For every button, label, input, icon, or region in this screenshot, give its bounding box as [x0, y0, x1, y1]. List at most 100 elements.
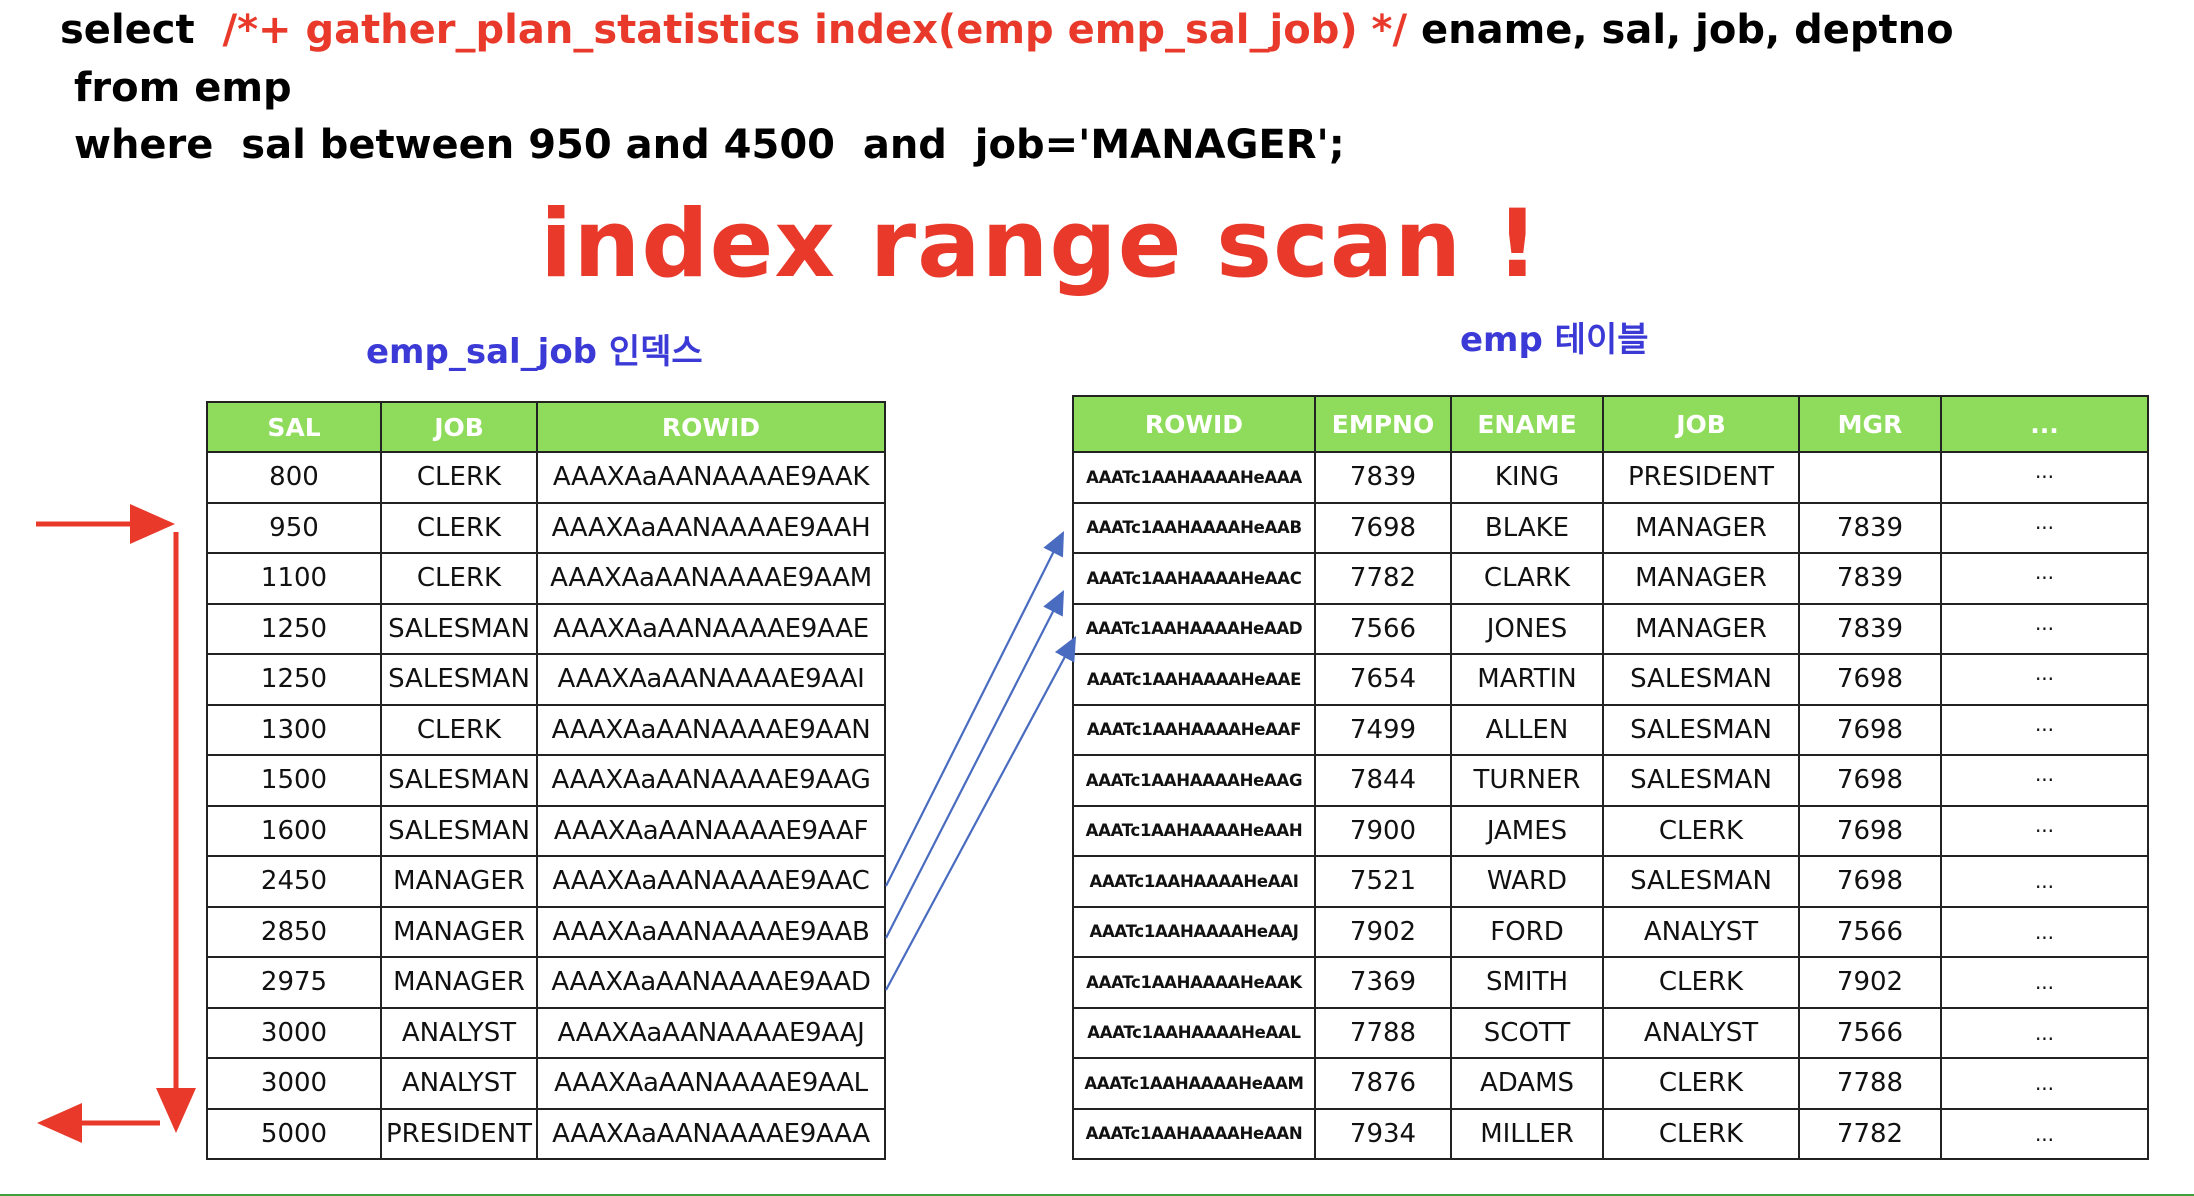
emp-table-cell: ···: [1940, 602, 2149, 655]
index-table-cell: AAAXAaAANAAAAE9AAF: [536, 804, 886, 857]
emp-table-cell: ...: [1940, 1006, 2149, 1059]
index-table-cell: AAAXAaAANAAAAE9AAG: [536, 754, 886, 807]
index-table-cell: 1250: [206, 653, 382, 706]
table-row: 2850 MANAGER AAAXAaAANAAAAE9AAB: [206, 905, 886, 958]
emp-table-cell: 7698: [1798, 754, 1942, 807]
emp-table-cell: 7788: [1798, 1057, 1942, 1110]
index-table-cell: 1300: [206, 703, 382, 756]
sql-line-where: where sal between 950 and 4500 and job='…: [74, 122, 1345, 168]
table-row: 1500 SALESMAN AAAXAaAANAAAAE9AAG: [206, 754, 886, 807]
sql-line-select: select /*+ gather_plan_statistics index(…: [60, 2, 1954, 58]
emp-table-cell: 7654: [1314, 653, 1452, 706]
table-row: 3000 ANALYST AAAXAaAANAAAAE9AAJ: [206, 1006, 886, 1059]
index-table-cell: SALESMAN: [380, 754, 538, 807]
emp-table-cell: 7566: [1314, 602, 1452, 655]
table-row: AAATc1AAHAAAAHeAAN 7934 MILLER CLERK 7782...: [1072, 1107, 2149, 1160]
index-table-cell: 2975: [206, 956, 382, 1009]
rowid-link-aab: [885, 590, 1065, 939]
emp-table-cell: AAATc1AAHAAAAHeAAG: [1072, 754, 1316, 807]
sql-select-keyword: select: [60, 7, 223, 53]
emp-table-cell: 7698: [1798, 653, 1942, 706]
emp-table-cell: [1798, 451, 1942, 504]
table-row: 1300 CLERK AAAXAaAANAAAAE9AAN: [206, 703, 886, 756]
emp-table-cell: 7934: [1314, 1107, 1452, 1160]
emp-table-cell: ···: [1940, 754, 2149, 807]
emp-table-cell: TURNER: [1450, 754, 1604, 807]
table-row: AAATc1AAHAAAAHeAAH 7900 JAMES CLERK 7698 ···: [1072, 804, 2149, 857]
emp-table-cell: 7902: [1798, 956, 1942, 1009]
index-table-cell: 800: [206, 451, 382, 504]
emp-table-body: AAATc1AAHAAAAHeAAA 7839 KING PRESIDENT ··· AA…: [1072, 451, 2149, 1160]
emp-table-cell: JONES: [1450, 602, 1604, 655]
emp-table-cell: CLARK: [1450, 552, 1604, 605]
index-table-cell: AAAXAaAANAAAAE9AAA: [536, 1107, 886, 1160]
index-table-cell: ANALYST: [380, 1057, 538, 1110]
emp-table-cell: ···: [1940, 501, 2149, 554]
emp-table-cell: 7698: [1798, 703, 1942, 756]
index-table-cell: AAAXAaAANAAAAE9AAB: [536, 905, 886, 958]
emp-table-cell: CLERK: [1602, 1057, 1800, 1110]
emp-table-cell: 7521: [1314, 855, 1452, 908]
emp-table-cell: SALESMAN: [1602, 703, 1800, 756]
table-row: AAATc1AAHAAAAHeAAB 7698 BLAKE MANAGER 7839 ··…: [1072, 501, 2149, 554]
emp-table-cell: AAATc1AAHAAAAHeAAF: [1072, 703, 1316, 756]
emp-table-cell: 7788: [1314, 1006, 1452, 1059]
index-table-cell: AAAXAaAANAAAAE9AAE: [536, 602, 886, 655]
emp-table-cell: AAATc1AAHAAAAHeAAC: [1072, 552, 1316, 605]
emp-table-cell: AAATc1AAHAAAAHeAAB: [1072, 501, 1316, 554]
index-table-header-row: SAL JOB ROWID: [206, 401, 886, 453]
emp-table-cell: 7839: [1314, 451, 1452, 504]
emp-table-cell: CLERK: [1602, 1107, 1800, 1160]
index-table-cell: PRESIDENT: [380, 1107, 538, 1160]
sql-optimizer-hint: /*+ gather_plan_statistics index(emp emp…: [222, 7, 1408, 53]
index-table-body: 800 CLERK AAAXAaAANAAAAE9AAK 950 CLERK AAAXAa…: [206, 451, 886, 1160]
index-table-cell: 1100: [206, 552, 382, 605]
emp-table-cell: 7839: [1798, 602, 1942, 655]
table-row: 5000 PRESIDENT AAAXAaAANAAAAE9AAA: [206, 1107, 886, 1160]
emp-table-cell: 7698: [1798, 804, 1942, 857]
emp-table-cell: PRESIDENT: [1602, 451, 1800, 504]
index-table-header-2: ROWID: [536, 401, 886, 453]
emp-table-cell: SALESMAN: [1602, 754, 1800, 807]
emp-table-cell: ···: [1940, 804, 2149, 857]
emp-table-cell: CLERK: [1602, 804, 1800, 857]
emp-table: ROWID EMPNO ENAME JOB MGR... AAATc1AAHAAAAHe…: [1072, 395, 2149, 1160]
index-table-cell: AAAXAaAANAAAAE9AAJ: [536, 1006, 886, 1059]
index-table-cell: 1600: [206, 804, 382, 857]
emp-table-header-5: ...: [1940, 395, 2149, 453]
emp-table-cell: 7844: [1314, 754, 1452, 807]
emp-table-cell: AAATc1AAHAAAAHeAAD: [1072, 602, 1316, 655]
index-table-cell: CLERK: [380, 451, 538, 504]
index-table-cell: 2850: [206, 905, 382, 958]
index-table-cell: SALESMAN: [380, 602, 538, 655]
emp-table-cell: 7900: [1314, 804, 1452, 857]
emp-table-cell: BLAKE: [1450, 501, 1604, 554]
emp-table-cell: ADAMS: [1450, 1057, 1604, 1110]
table-row: 3000 ANALYST AAAXAaAANAAAAE9AAL: [206, 1057, 886, 1110]
index-table-cell: AAAXAaAANAAAAE9AAN: [536, 703, 886, 756]
table-row: AAATc1AAHAAAAHeAAK 7369 SMITH CLERK 7902...: [1072, 956, 2149, 1009]
table-row: AAATc1AAHAAAAHeAAI 7521 WARD SALESMAN 7698..…: [1072, 855, 2149, 908]
table-row: 1600 SALESMAN AAAXAaAANAAAAE9AAF: [206, 804, 886, 857]
index-table-cell: AAAXAaAANAAAAE9AAI: [536, 653, 886, 706]
table-row: AAATc1AAHAAAAHeAAM 7876 ADAMS CLERK 7788...: [1072, 1057, 2149, 1110]
emp-table-cell: ANALYST: [1602, 905, 1800, 958]
rowid-link-aac: [885, 531, 1064, 887]
sql-line-from: from emp: [74, 65, 292, 111]
emp-table-cell: ...: [1940, 1107, 2149, 1160]
emp-table-cell: FORD: [1450, 905, 1604, 958]
index-table-cell: 1500: [206, 754, 382, 807]
index-table-cell: 2450: [206, 855, 382, 908]
index-table-cell: CLERK: [380, 552, 538, 605]
emp-table-cell: 7839: [1798, 501, 1942, 554]
emp-table-cell: 7876: [1314, 1057, 1452, 1110]
emp-table-cell: AAATc1AAHAAAAHeAAL: [1072, 1006, 1316, 1059]
emp-table-cell: AAATc1AAHAAAAHeAAE: [1072, 653, 1316, 706]
emp-table-cell: AAATc1AAHAAAAHeAAK: [1072, 956, 1316, 1009]
emp-table-cell: AAATc1AAHAAAAHeAAN: [1072, 1107, 1316, 1160]
index-table-cell: 5000: [206, 1107, 382, 1160]
table-row: AAATc1AAHAAAAHeAAD 7566 JONES MANAGER 7839 ··…: [1072, 602, 2149, 655]
index-table-cell: AAAXAaAANAAAAE9AAH: [536, 501, 886, 554]
emp-table-cell: 7902: [1314, 905, 1452, 958]
emp-table-cell: ...: [1940, 1057, 2149, 1110]
